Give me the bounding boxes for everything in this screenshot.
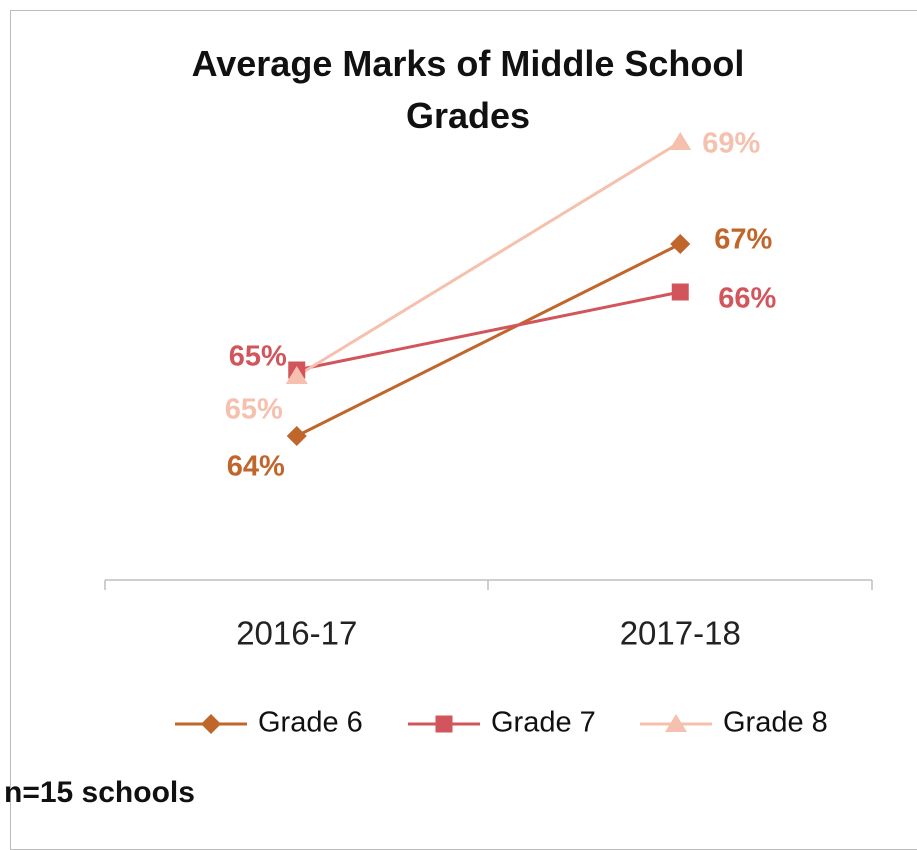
marker — [665, 714, 687, 732]
marker — [671, 283, 689, 301]
line — [296, 290, 681, 372]
legend-label: Grade 8 — [723, 707, 828, 739]
annotation: n=15 schools — [4, 776, 195, 809]
data-label: 64% — [227, 451, 285, 483]
marker — [286, 426, 307, 446]
page: Average Marks of Middle School Grades 20… — [4, 10, 917, 850]
x-tick-label: 2017-18 — [620, 615, 741, 652]
line — [296, 242, 681, 438]
marker — [435, 715, 453, 733]
marker — [670, 234, 691, 254]
data-label: 67% — [714, 224, 772, 256]
marker — [201, 714, 221, 734]
legend-label: Grade 7 — [491, 707, 596, 739]
line — [295, 140, 682, 378]
chart-title: Average Marks of Middle School Grades — [191, 43, 745, 136]
x-tick-label: 2016-17 — [236, 615, 357, 652]
legend-label: Grade 6 — [258, 707, 363, 739]
marker — [285, 366, 308, 384]
data-label: 65% — [225, 394, 283, 426]
data-label: 66% — [718, 283, 776, 315]
chart: 2016-17 2017-18 64% 67% 65% 66% 65% 69% Grade 6 G… — [104, 128, 873, 739]
data-label: 65% — [229, 341, 287, 373]
marker — [669, 132, 692, 150]
data-label: 69% — [702, 128, 760, 160]
